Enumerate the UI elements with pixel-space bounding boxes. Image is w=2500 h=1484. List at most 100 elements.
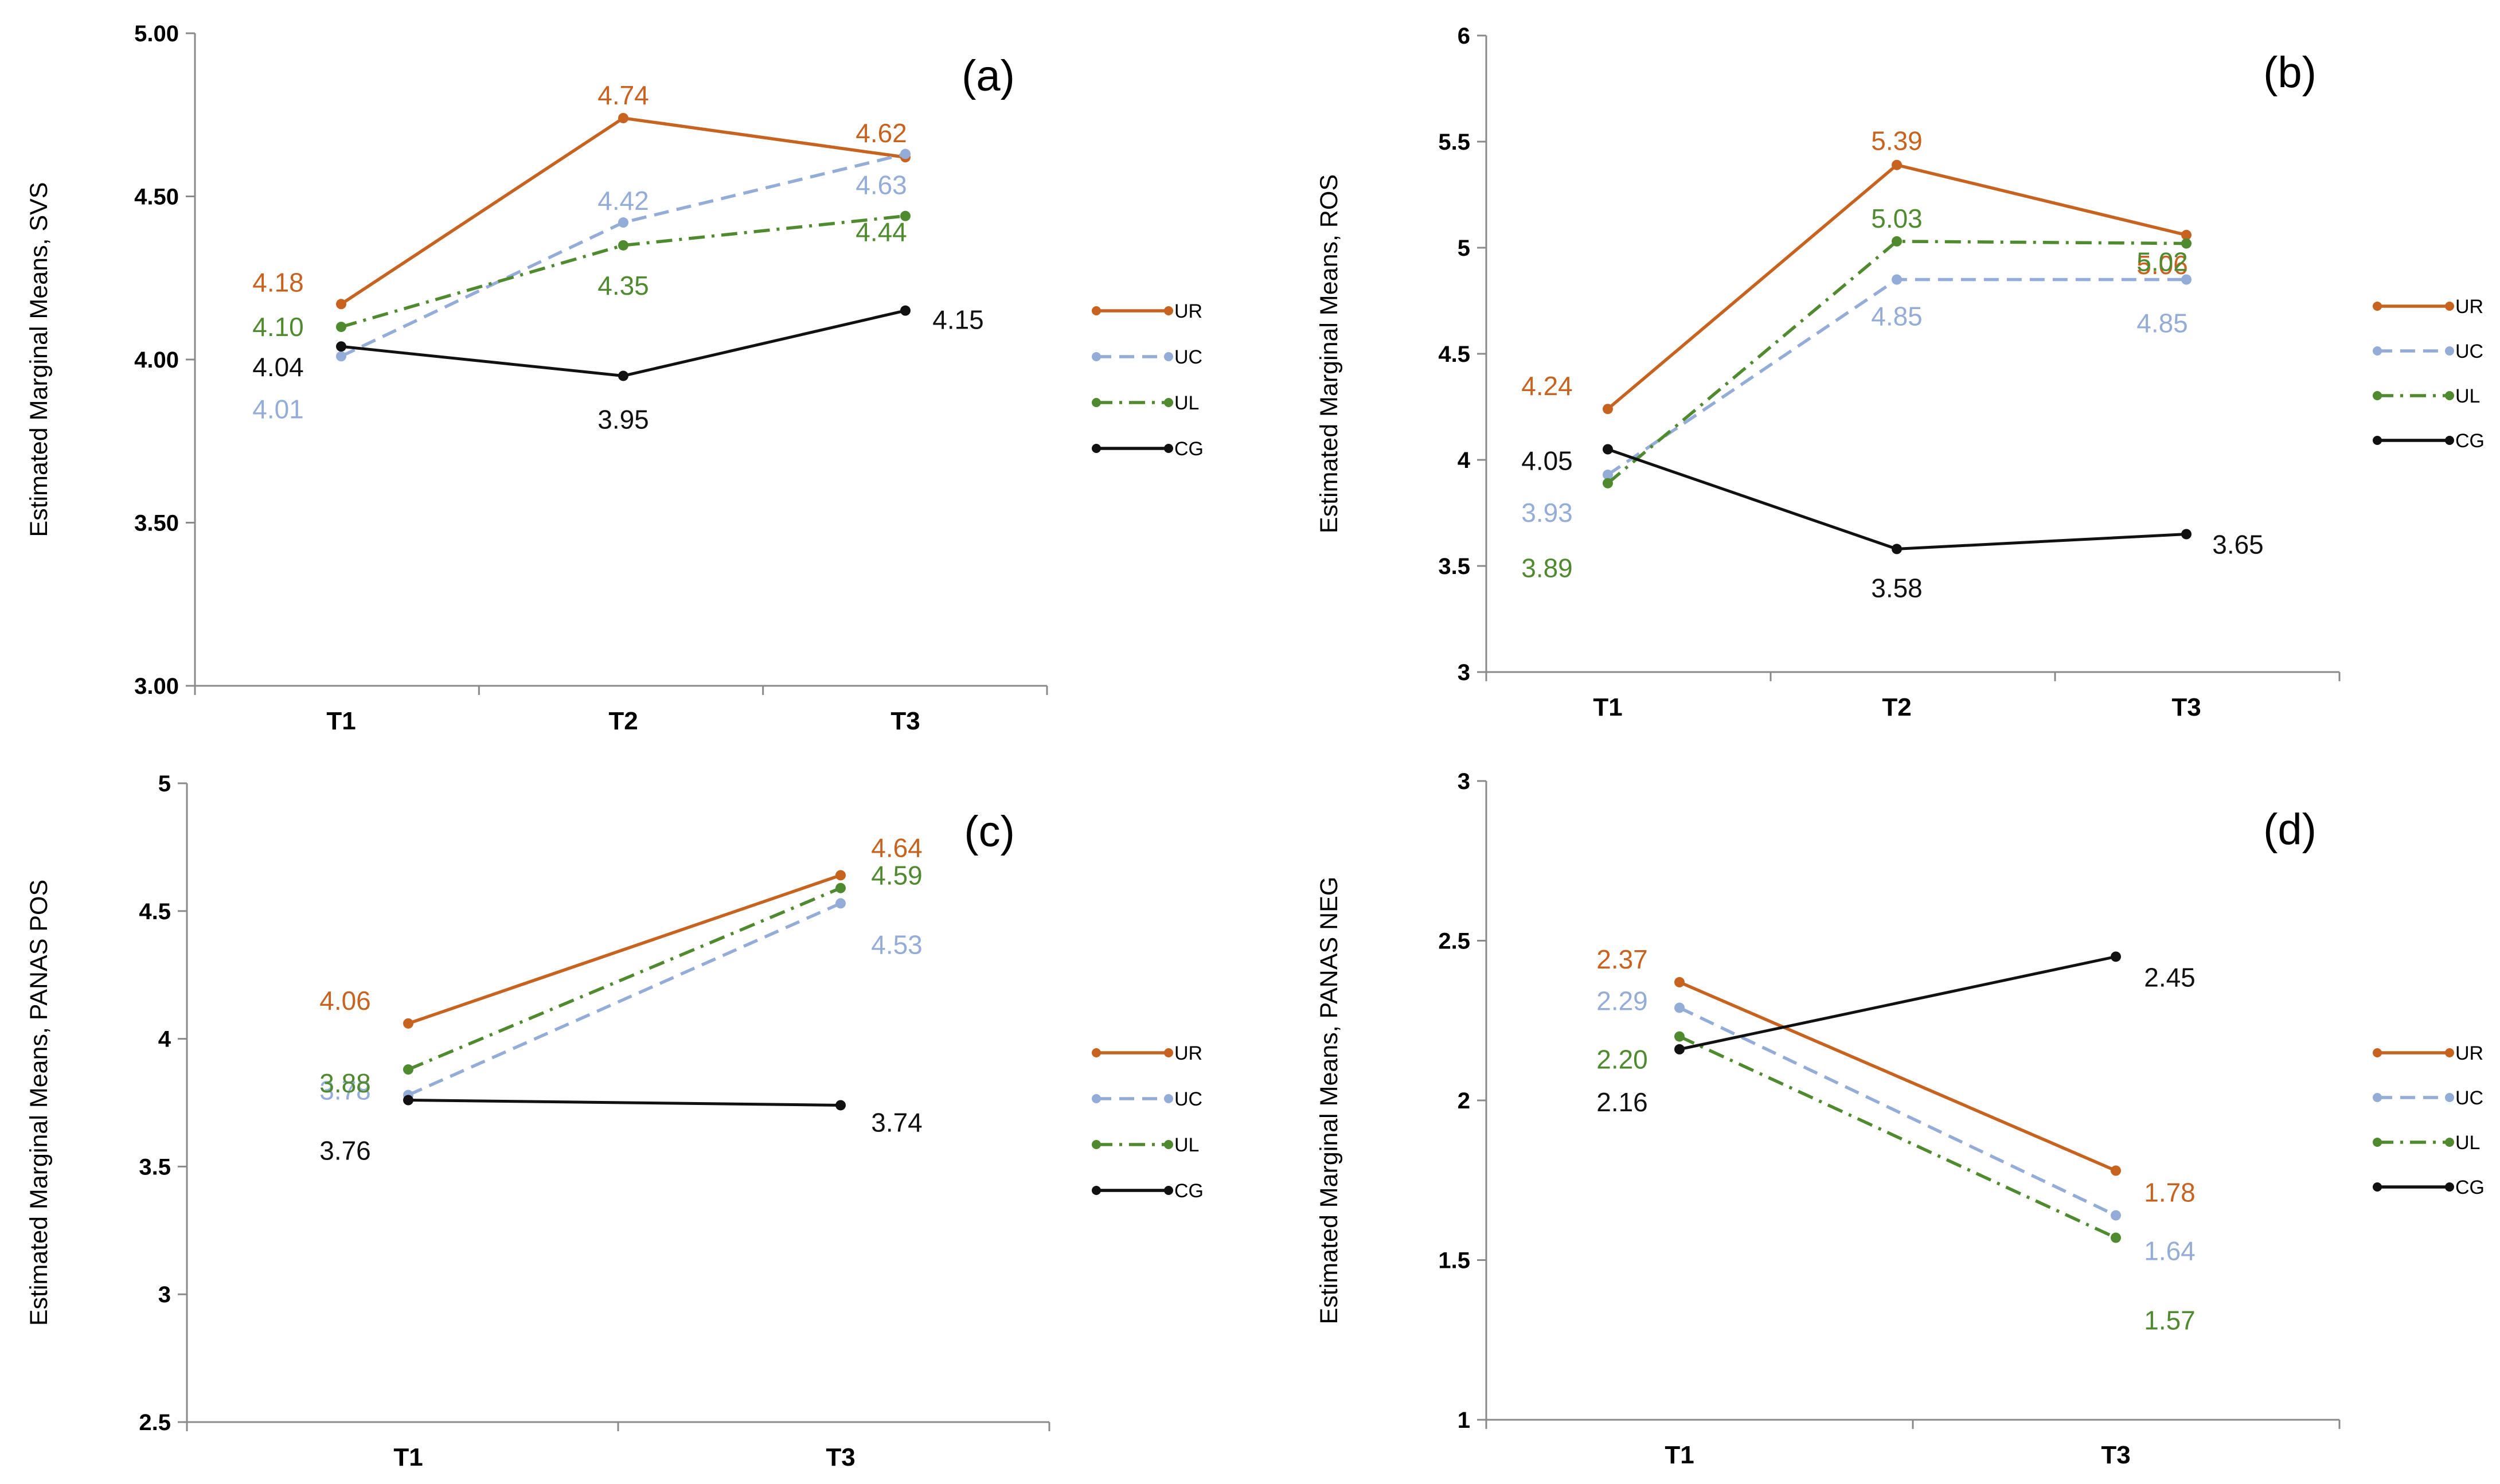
data-label-uc: 3.78 <box>319 1076 371 1106</box>
data-label-ur: 4.18 <box>252 267 304 297</box>
data-label-ul: 2.20 <box>1596 1045 1648 1075</box>
data-label-uc: 4.53 <box>871 930 923 959</box>
data-point-ul <box>1674 1031 1685 1042</box>
legend-marker-uc <box>2373 1093 2382 1102</box>
data-label-ur: 1.78 <box>2144 1178 2196 1208</box>
data-point-ul <box>900 210 911 221</box>
legend-label-ul: UL <box>1174 392 1199 414</box>
data-label-ur: 4.74 <box>597 80 649 110</box>
legend-marker-ul <box>2373 391 2382 400</box>
data-point-cg <box>1674 1044 1685 1055</box>
data-label-uc: 3.93 <box>1521 498 1573 528</box>
legend-label-ur: UR <box>2455 1042 2483 1064</box>
data-label-uc: 4.01 <box>252 394 304 424</box>
series-line-cg <box>1607 448 2187 550</box>
y-tick-label: 3.5 <box>139 1154 171 1180</box>
x-tick-label: T2 <box>1882 693 1911 721</box>
legend-marker-ul <box>1092 398 1101 407</box>
legend-marker-ur <box>2373 302 2382 311</box>
data-label-ul: 5.03 <box>1871 204 1923 233</box>
data-label-uc: 2.29 <box>1596 986 1648 1016</box>
data-point-ur <box>403 1018 413 1029</box>
data-label-uc: 4.63 <box>856 170 907 200</box>
chart-panel-2: 3 3.5 4 4.5 5 5.5 6 T1 T2 T3 Estimated Marginal Me… <box>1315 24 2485 721</box>
series-line-ul <box>407 887 842 1071</box>
legend-label-ul: UL <box>2455 1132 2480 1154</box>
legend-label-uc: UC <box>2455 341 2483 362</box>
legend-marker-ur <box>1092 306 1101 315</box>
y-tick-label: 3.5 <box>1438 554 1470 579</box>
y-tick-label: 2.5 <box>1438 929 1470 954</box>
legend-marker-ur <box>1164 306 1173 315</box>
data-point-ul <box>618 240 628 251</box>
data-point-uc <box>900 149 911 159</box>
data-point-uc <box>2181 274 2192 285</box>
x-tick-label: T3 <box>826 1443 855 1471</box>
legend-label-uc: UC <box>2455 1087 2483 1109</box>
series-line-ul <box>341 214 906 329</box>
legend-marker-uc <box>2373 346 2382 356</box>
y-tick-label: 5 <box>158 771 171 796</box>
y-tick-label: 3 <box>1458 660 1470 685</box>
y-axis-label: Estimated Marginal Means, PANAS POS <box>25 880 53 1326</box>
series-line-ul <box>1678 1035 2117 1240</box>
panel-tag: (d) <box>2263 805 2317 854</box>
series-line-cg <box>341 309 906 377</box>
x-tick-label: T3 <box>2101 1441 2130 1469</box>
series-line-ul <box>1607 240 2187 485</box>
data-label-ul: 4.59 <box>871 861 923 891</box>
data-label-cg: 2.16 <box>1596 1087 1648 1117</box>
y-tick-label: 3 <box>1458 769 1470 794</box>
data-point-ur <box>618 112 628 123</box>
data-label-uc: 4.85 <box>1871 302 1923 331</box>
x-tick-label: T3 <box>890 707 920 735</box>
legend-label-ul: UL <box>2455 385 2480 407</box>
legend-marker-ur <box>2445 302 2454 311</box>
data-point-uc <box>1674 1002 1685 1013</box>
series-line-ur <box>408 873 841 1025</box>
data-label-ul: 3.88 <box>319 1068 371 1098</box>
legend-label-cg: CG <box>2455 1177 2485 1198</box>
y-tick-label: 2 <box>1458 1088 1470 1114</box>
y-tick-label: 4.5 <box>1438 342 1470 367</box>
data-point-uc <box>2111 1210 2121 1221</box>
data-point-ul <box>1603 478 1613 489</box>
data-label-cg: 3.76 <box>319 1136 371 1166</box>
data-point-cg <box>900 305 911 316</box>
data-label-ul: 4.10 <box>252 312 304 342</box>
legend-label-cg: CG <box>1174 438 1204 460</box>
data-point-ur <box>1603 404 1613 415</box>
data-label-uc: 4.42 <box>597 186 649 216</box>
y-tick-label: 3.00 <box>134 674 179 699</box>
legend-marker-ul <box>2373 1138 2382 1147</box>
data-label-ur: 2.37 <box>1596 944 1648 974</box>
data-point-ur <box>1674 977 1685 987</box>
legend-marker-cg <box>2445 1182 2454 1192</box>
legend-marker-cg <box>2373 1182 2382 1192</box>
data-label-cg: 3.58 <box>1871 573 1923 603</box>
legend-marker-ul <box>1164 1140 1173 1149</box>
data-point-ur <box>835 870 846 881</box>
legend-label-ul: UL <box>1174 1134 1199 1156</box>
y-tick-label: 1.5 <box>1438 1248 1470 1274</box>
legend-label-cg: CG <box>1174 1180 1204 1202</box>
y-tick-label: 4 <box>158 1027 171 1052</box>
data-point-cg <box>1603 444 1613 455</box>
data-label-cg: 2.45 <box>2144 962 2196 992</box>
data-label-ul: 1.57 <box>2144 1306 2196 1335</box>
y-axis-label: Estimated Marginal Means, SVS <box>25 182 53 537</box>
panel-tag: (c) <box>964 807 1015 856</box>
data-label-ur: 4.64 <box>871 833 923 862</box>
data-label-ul: 3.89 <box>1521 553 1573 583</box>
data-point-cg <box>835 1100 846 1111</box>
data-label-cg: 4.15 <box>932 305 984 335</box>
data-point-ul <box>835 882 846 893</box>
y-tick-label: 2.5 <box>139 1410 171 1435</box>
series-line-uc <box>1678 1006 2117 1217</box>
panel-tag: (a) <box>962 52 1015 100</box>
series-line-ur <box>1678 981 2117 1173</box>
legend-marker-cg <box>1164 444 1173 453</box>
legend-marker-cg <box>1092 1186 1101 1195</box>
series-line-uc <box>340 152 906 358</box>
data-point-ul <box>336 322 346 333</box>
